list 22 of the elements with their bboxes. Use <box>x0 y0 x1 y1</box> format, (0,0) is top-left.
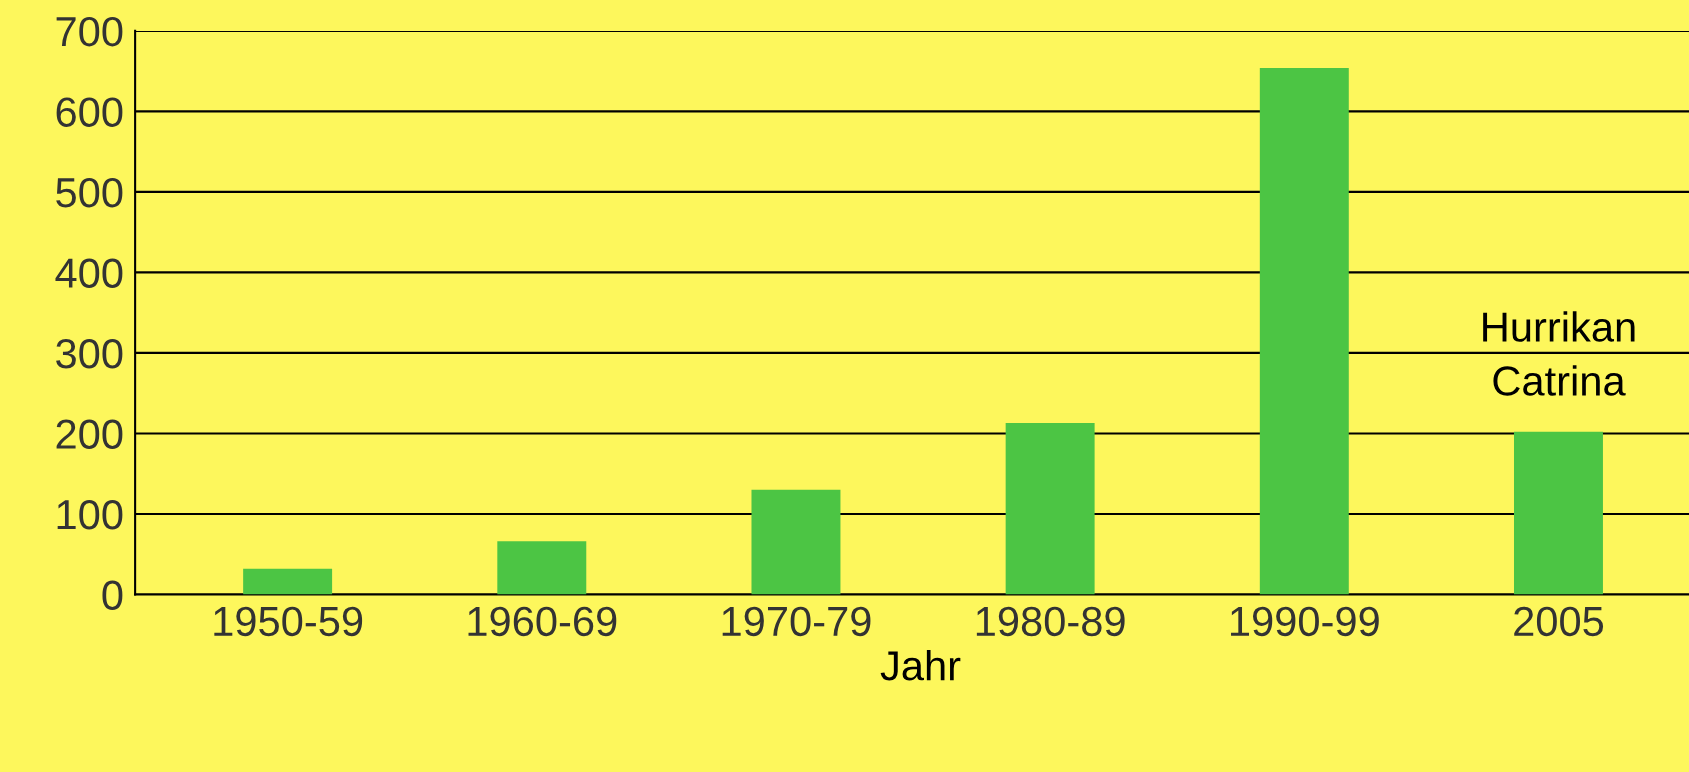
y-tick-label: 200 <box>56 419 123 449</box>
x-tick-label: 1980-89 <box>976 606 1125 637</box>
y-tick-label: 700 <box>56 16 123 47</box>
x-axis-title: Jahr <box>880 649 961 681</box>
x-tick-label: 1970-79 <box>722 606 871 637</box>
x-tick-label: 2005 <box>1514 606 1604 637</box>
annotation: Hurrikan Catrina <box>1483 311 1635 396</box>
bar <box>497 541 587 595</box>
x-tick-label: 1950-59 <box>214 606 363 637</box>
y-tick-label: 600 <box>56 97 123 127</box>
x-tick-label: 1990-99 <box>1231 606 1379 637</box>
bar <box>751 489 841 595</box>
bar <box>1005 422 1095 595</box>
bar <box>1259 67 1349 595</box>
bar <box>1513 431 1603 595</box>
y-tick-label: 100 <box>57 499 123 530</box>
y-tick-label: 400 <box>55 258 123 288</box>
bar <box>243 568 333 595</box>
y-tick-label: 500 <box>56 177 123 208</box>
x-tick-label: 1960-69 <box>468 606 617 637</box>
y-tick-label: 300 <box>56 338 123 369</box>
y-tick-label: 0 <box>102 580 123 610</box>
